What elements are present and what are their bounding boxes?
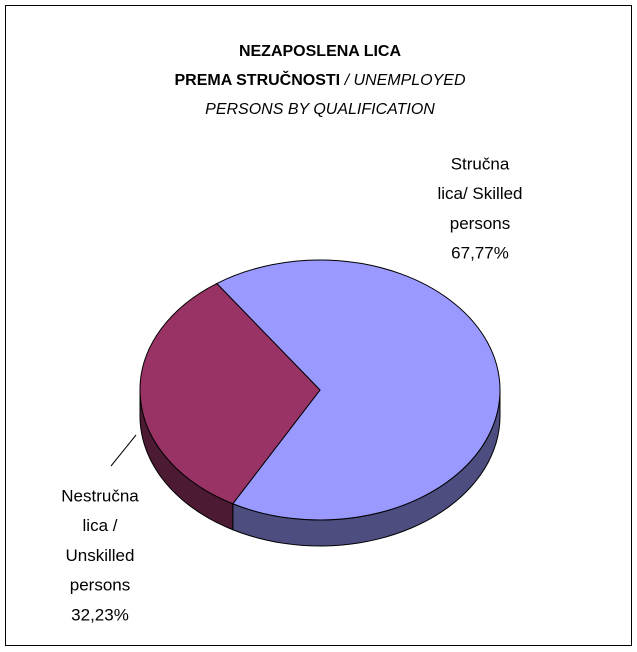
slice-label: lica/ Skilled	[437, 184, 522, 203]
chart-title: NEZAPOSLENA LICA	[239, 43, 402, 60]
chart-subtitle: PERSONS BY QUALIFICATION	[205, 101, 435, 118]
slice	[215, 259, 501, 521]
slice-label: Nestručna	[61, 486, 139, 505]
slice-label: Stručna	[451, 154, 510, 173]
slice	[139, 282, 321, 505]
slice-label: persons	[450, 214, 510, 233]
chart-subtitle: / UNEMPLOYED	[344, 72, 466, 89]
value-label: 32,23%	[71, 605, 129, 624]
chart-title-line: PREMA STRUČNOSTI / UNEMPLOYED	[174, 70, 465, 89]
slice-label: persons	[70, 576, 130, 595]
leader-line	[110, 434, 137, 467]
slice-label: Unskilled	[66, 546, 135, 565]
chart-title: PREMA STRUČNOSTI	[174, 70, 340, 89]
slice-label: lica /	[83, 516, 118, 535]
value-label: 67,77%	[451, 244, 509, 263]
